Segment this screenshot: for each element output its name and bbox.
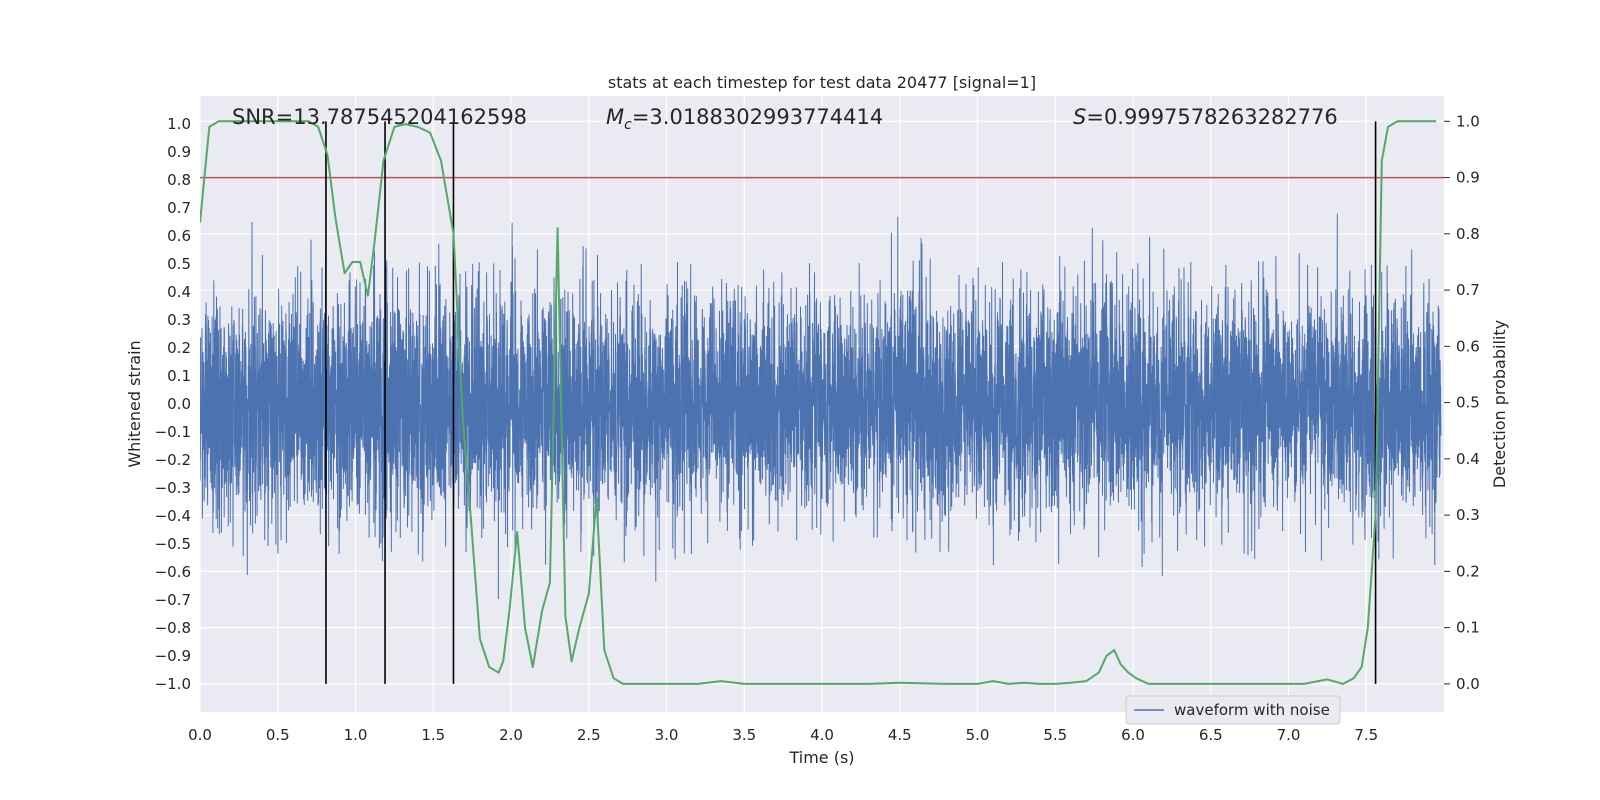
legend-label: waveform with noise <box>1174 701 1330 719</box>
x-tick-label: 7.5 <box>1354 726 1378 744</box>
y-tick-label: 0.9 <box>167 143 191 161</box>
y2-tick-label: 0.1 <box>1456 619 1480 637</box>
y2-tick-label: 0.2 <box>1456 562 1480 580</box>
y2-axis-label: Detection probability <box>1490 320 1509 488</box>
significance-value: =0.9997578263282776 <box>1086 105 1337 129</box>
legend: waveform with noise <box>1125 695 1341 725</box>
y-tick-label: −0.8 <box>155 619 191 637</box>
y2-tick-label: 0.8 <box>1456 225 1480 243</box>
y-tick-label: −0.1 <box>155 423 191 441</box>
significance-symbol: S <box>1073 105 1086 129</box>
chirp-mass-symbol: M <box>606 105 624 129</box>
y2-tick-label: 0.6 <box>1456 337 1480 355</box>
y2-tick-label: 0.5 <box>1456 394 1480 412</box>
y-tick-label: −0.7 <box>155 591 191 609</box>
x-tick-label: 3.0 <box>655 726 679 744</box>
chirp-mass-subscript: c <box>624 117 632 133</box>
x-tick-label: 1.0 <box>344 726 368 744</box>
y2-axis-ticks: 1.0 0.9 0.8 0.7 0.6 0.5 0.4 0.3 0.2 0.1 0.0 <box>1444 112 1480 693</box>
y-axis-ticks: 1.0 0.9 0.8 0.7 0.6 0.5 0.4 0.3 0.2 0.1 0.0 −0.1 −0.… <box>155 115 191 693</box>
x-tick-label: 6.0 <box>1121 726 1145 744</box>
y2-tick-label: 0.4 <box>1456 450 1480 468</box>
y-tick-label: −0.9 <box>155 647 191 665</box>
waveform-series <box>200 213 1442 600</box>
y-tick-label: −0.6 <box>155 563 191 581</box>
x-tick-label: 0.0 <box>188 726 212 744</box>
y2-tick-label: 1.0 <box>1456 112 1480 130</box>
x-tick-label: 7.0 <box>1277 726 1301 744</box>
y-tick-label: 0.3 <box>167 311 191 329</box>
y-tick-label: −0.2 <box>155 451 191 469</box>
x-tick-label: 4.0 <box>810 726 834 744</box>
x-tick-label: 5.0 <box>966 726 990 744</box>
snr-annotation: SNR=13.787545204162598 <box>232 105 527 129</box>
y-tick-label: 0.1 <box>167 367 191 385</box>
chirp-mass-annotation: Mc=3.0188302993774414 <box>606 105 883 133</box>
x-tick-label: 5.5 <box>1043 726 1067 744</box>
x-axis-ticks: 0.0 0.5 1.0 1.5 2.0 2.5 3.0 3.5 4.0 4.5 5.0 5.5 6.0 6… <box>188 726 1378 744</box>
y-tick-label: 0.2 <box>167 339 191 357</box>
x-tick-label: 2.5 <box>577 726 601 744</box>
vertical-markers <box>325 121 1377 684</box>
x-tick-label: 2.0 <box>499 726 523 744</box>
legend-box <box>1125 695 1341 725</box>
y-axis-label: Whitened strain <box>125 340 144 467</box>
y-tick-label: 1.0 <box>167 115 191 133</box>
y2-tick-label: 0.9 <box>1456 169 1480 187</box>
chart-title: stats at each timestep for test data 204… <box>608 73 1036 92</box>
x-tick-label: 1.5 <box>421 726 445 744</box>
probability-series <box>200 120 1437 685</box>
y2-tick-label: 0.7 <box>1456 281 1480 299</box>
y-tick-label: 0.8 <box>167 171 191 189</box>
y-tick-label: −0.3 <box>155 479 191 497</box>
y-tick-label: 0.7 <box>167 199 191 217</box>
x-axis-label: Time (s) <box>788 748 854 767</box>
y2-tick-label: 0.0 <box>1456 675 1480 693</box>
y-tick-label: −1.0 <box>155 675 191 693</box>
significance-annotation: S=0.9997578263282776 <box>1073 105 1338 129</box>
y-tick-label: 0.6 <box>167 227 191 245</box>
y2-tick-label: 0.3 <box>1456 506 1480 524</box>
y-tick-label: −0.4 <box>155 507 191 525</box>
x-tick-label: 6.5 <box>1199 726 1223 744</box>
y-tick-label: 0.5 <box>167 255 191 273</box>
chirp-mass-value: =3.0188302993774414 <box>632 105 883 129</box>
x-tick-label: 0.5 <box>266 726 290 744</box>
x-tick-label: 3.5 <box>732 726 756 744</box>
y-tick-label: 0.0 <box>167 395 191 413</box>
x-tick-label: 4.5 <box>888 726 912 744</box>
y-tick-label: −0.5 <box>155 535 191 553</box>
y-tick-label: 0.4 <box>167 283 191 301</box>
plot-area <box>200 120 1444 685</box>
